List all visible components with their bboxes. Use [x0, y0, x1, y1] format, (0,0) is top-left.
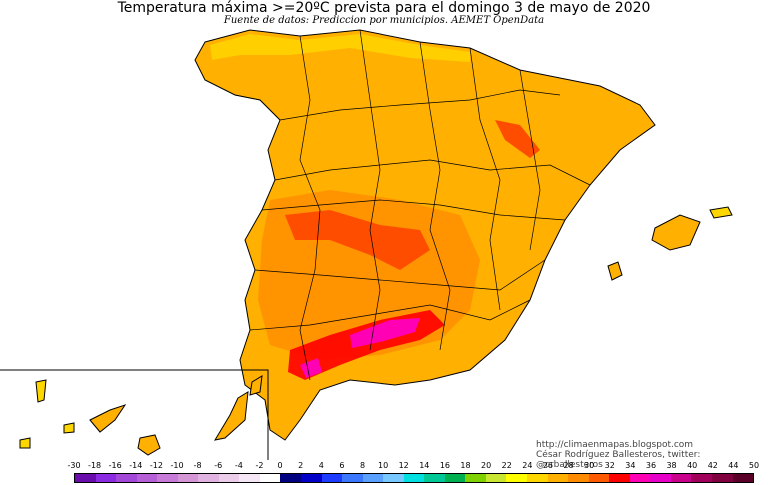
legend-tick-label: 42 [707, 461, 718, 470]
hot-band-meseta [285, 210, 430, 270]
legend-swatch [116, 474, 137, 482]
legend-swatch [342, 474, 363, 482]
legend-tick-label: -18 [88, 461, 102, 470]
very-hot-core-west [300, 358, 322, 378]
very-hot-core [350, 318, 420, 348]
legend-tick-label: 4 [318, 461, 324, 470]
legend-tick-label: 14 [419, 461, 430, 470]
legend-swatch [424, 474, 445, 482]
legend-tick-label: -10 [170, 461, 184, 470]
legend-tick-label: 12 [398, 461, 409, 470]
canary-inset-frame [0, 369, 269, 460]
legend-swatch [218, 474, 240, 482]
legend-tick-label: -12 [149, 461, 163, 470]
legend-tick-label: 50 [748, 461, 760, 470]
legend-swatch [670, 474, 692, 482]
legend-swatch [321, 474, 343, 482]
legend-tick-label: 40 [687, 461, 698, 470]
legend-tick-label: 24 [522, 461, 533, 470]
legend-tick-label: 0 [277, 461, 283, 470]
legend-swatch [691, 474, 712, 482]
hot-band-ebro [495, 120, 540, 158]
legend-tick-label: -14 [129, 461, 143, 470]
legend-tick-label: 18 [460, 461, 471, 470]
map-subtitle: Fuente de datos: Prediccion por municipi… [223, 15, 545, 26]
legend-swatch [547, 474, 569, 482]
legend-swatch [732, 474, 754, 482]
legend-swatch [465, 474, 486, 482]
menorca [709, 206, 733, 219]
credit-block: http://climaenmapas.blogspot.com César R… [536, 440, 768, 470]
legend-swatch [629, 474, 651, 482]
legend-tick-label: -4 [234, 461, 243, 470]
legend-swatch [527, 474, 548, 482]
tenerife [89, 404, 127, 433]
legend-tick-label: 30 [584, 461, 595, 470]
legend-tick-label: 8 [359, 461, 366, 470]
legend-swatch [136, 474, 158, 482]
legend-swatch [650, 474, 671, 482]
legend-swatch [568, 474, 589, 482]
legend-tick-label: 6 [339, 461, 345, 470]
legend-swatch [157, 474, 178, 482]
legend-swatch [506, 474, 528, 482]
legend-swatch [280, 474, 302, 482]
legend-swatch [588, 474, 610, 482]
credit-author: César Rodríguez Ballesteros, twitter: @c… [536, 450, 701, 470]
legend-swatch [301, 474, 322, 482]
legend-swatch [95, 474, 117, 482]
legend-tick-label: 38 [666, 461, 677, 470]
fuerteventura [213, 391, 249, 441]
legend-swatch [259, 474, 281, 482]
legend-swatch [362, 474, 384, 482]
lanzarote [249, 375, 263, 396]
legend-tick-label: 44 [728, 461, 739, 470]
mallorca [651, 214, 701, 251]
legend-tick-label: -8 [193, 461, 202, 470]
legend-swatch [403, 474, 425, 482]
el-hierro [19, 437, 31, 449]
legend-tick-label: 10 [377, 461, 389, 470]
legend-swatch [239, 474, 260, 482]
legend-tick-label: -30 [67, 461, 81, 470]
gran-canaria [137, 434, 161, 456]
legend-swatch [485, 474, 507, 482]
legend-swatch [177, 474, 199, 482]
legend-tick-label: -2 [255, 461, 264, 470]
la-palma [35, 379, 47, 403]
legend-swatch [711, 474, 733, 482]
north-cool-fringe [210, 34, 470, 62]
legend-swatch [75, 474, 96, 482]
legend-swatch [444, 474, 466, 482]
legend-tick-label: 28 [563, 461, 574, 470]
legend-tick-label: 36 [645, 461, 657, 470]
color-legend [74, 473, 754, 483]
map-title: Temperatura máxima >=20ºC prevista para … [117, 0, 651, 16]
legend-tick-label: 26 [542, 461, 554, 470]
legend-tick-label: 20 [481, 461, 492, 470]
legend-tick-label: 34 [625, 461, 636, 470]
legend-tick-label: -16 [108, 461, 122, 470]
credit-blog: http://climaenmapas.blogspot.com [536, 440, 694, 450]
legend-swatch [383, 474, 404, 482]
province-borders [234, 29, 591, 381]
legend-swatch [198, 474, 219, 482]
ibiza [607, 261, 623, 281]
legend-tick-label: 32 [604, 461, 615, 470]
la-gomera [63, 422, 75, 434]
legend-tick-label: 2 [298, 461, 304, 470]
legend-tick-label: 22 [501, 461, 512, 470]
legend-swatch [609, 474, 630, 482]
legend-tick-labels: -30 -18 -16 -14 -12 -10 -8 -6 -4 -2 0 2 4 6 8 10 12 14 16 1… [0, 461, 768, 473]
legend-tick-label: -6 [214, 461, 223, 470]
legend-tick-label: 16 [439, 461, 450, 470]
